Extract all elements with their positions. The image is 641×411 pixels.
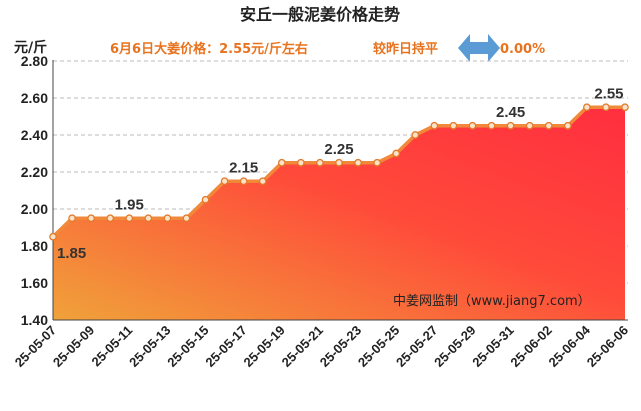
data-point — [297, 158, 305, 167]
watermark: 中姜网监制（www.jiang7.com） — [393, 294, 591, 309]
x-tick-label: 25-06-06 — [584, 323, 631, 370]
data-point — [544, 121, 553, 130]
data-point — [449, 121, 458, 130]
price-subtitle: 6月6日大姜价格：2.55元/斤左右 — [110, 41, 308, 57]
data-label: 2.55 — [594, 85, 623, 102]
data-point — [430, 121, 439, 130]
data-label: 1.85 — [57, 245, 86, 262]
y-tick-labels: 1.40 1.60 1.80 2.00 2.20 2.40 2.60 2.80 — [21, 53, 48, 328]
data-point — [583, 103, 591, 112]
data-point — [144, 214, 153, 223]
price-area — [53, 107, 625, 320]
data-point — [468, 121, 477, 130]
y-tick-label: 1.60 — [21, 275, 48, 291]
x-tick-labels: 25-05-0725-05-0925-05-1125-05-1325-05-15… — [12, 322, 631, 370]
data-point — [335, 158, 343, 167]
y-tick-label: 1.40 — [21, 312, 48, 328]
data-point — [106, 214, 115, 223]
data-point — [602, 103, 610, 112]
data-point — [392, 149, 401, 158]
data-point — [277, 158, 286, 167]
data-point — [354, 158, 362, 167]
chart-title: 安丘一般泥姜价格走势 — [240, 5, 400, 24]
data-label: 2.25 — [324, 141, 353, 158]
double-arrow-icon — [458, 34, 500, 62]
data-point — [563, 121, 572, 130]
data-point — [506, 121, 515, 130]
data-point — [125, 214, 134, 223]
y-tick-label: 2.40 — [21, 127, 48, 143]
y-tick-label: 2.20 — [21, 164, 48, 180]
change-value: 0.00% — [500, 42, 545, 57]
y-unit-label: 元/斤 — [14, 39, 47, 56]
data-point — [220, 177, 229, 186]
data-point — [373, 158, 381, 167]
data-label: 1.95 — [115, 196, 144, 213]
y-tick-label: 1.80 — [21, 238, 48, 254]
data-points — [49, 103, 629, 241]
data-point — [621, 103, 629, 112]
data-point — [487, 121, 496, 130]
data-label: 2.45 — [496, 104, 525, 121]
y-tick-label: 2.00 — [21, 201, 48, 217]
data-labels: 1.85 1.95 2.15 2.25 2.45 2.55 — [57, 85, 624, 262]
data-point — [201, 195, 210, 204]
y-tick-label: 2.80 — [21, 53, 48, 69]
data-point — [49, 232, 57, 241]
data-point — [239, 177, 248, 186]
data-point — [258, 177, 267, 186]
y-tick-label: 2.60 — [21, 90, 48, 106]
data-point — [163, 214, 172, 223]
change-label: 较昨日持平 — [373, 41, 438, 57]
data-point — [68, 214, 76, 223]
data-point — [182, 214, 191, 223]
data-point — [411, 131, 420, 139]
data-point — [525, 121, 534, 130]
data-label: 2.15 — [229, 159, 258, 176]
data-point — [87, 214, 95, 223]
data-point — [316, 158, 324, 167]
x-tick-label: 25-05-09 — [50, 323, 97, 370]
area-fill — [53, 107, 625, 320]
